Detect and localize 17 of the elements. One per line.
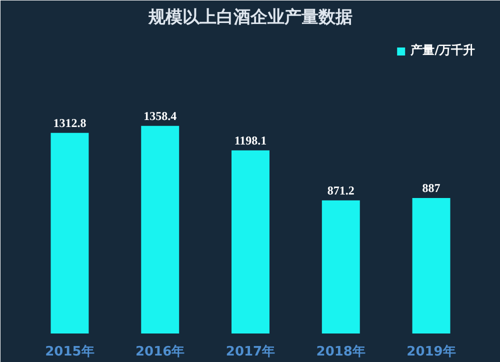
bar bbox=[322, 200, 360, 334]
bar bbox=[50, 132, 89, 334]
chart-title: 规模以上白酒企业产量数据 bbox=[148, 8, 352, 28]
x-tick-label: 2017年 bbox=[226, 344, 276, 360]
data-label: 871.2 bbox=[327, 183, 354, 198]
x-tick-label: 2016年 bbox=[136, 344, 185, 360]
data-label: 1312.8 bbox=[53, 116, 86, 130]
x-tick-label: 2019年 bbox=[406, 344, 456, 360]
legend-label: 产量/万千升 bbox=[410, 42, 475, 59]
bar bbox=[412, 198, 450, 334]
bar bbox=[232, 150, 270, 334]
data-label: 1358.4 bbox=[144, 108, 177, 123]
x-tick-label: 2018年 bbox=[316, 344, 366, 360]
x-tick-label: 2015年 bbox=[45, 344, 94, 360]
data-label: 1198.1 bbox=[234, 133, 267, 148]
bar bbox=[141, 126, 180, 334]
data-label: 887 bbox=[422, 180, 440, 195]
